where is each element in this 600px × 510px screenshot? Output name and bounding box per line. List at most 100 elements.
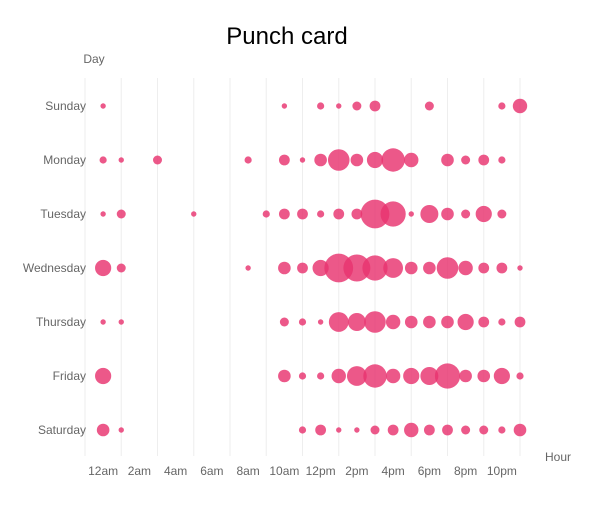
x-tick-label: 12pm — [306, 464, 336, 478]
bubble — [298, 372, 307, 380]
bubble — [478, 316, 490, 328]
bubble — [328, 312, 349, 332]
bubble — [369, 100, 381, 112]
bubble — [424, 101, 434, 111]
bubble — [364, 311, 386, 333]
x-tick-label: 10pm — [487, 464, 517, 478]
bubble — [317, 102, 325, 110]
bubble — [403, 367, 420, 385]
bubble — [441, 207, 454, 221]
bubble — [95, 367, 112, 385]
bubble — [423, 261, 436, 275]
bubble — [404, 152, 419, 168]
bubble — [317, 210, 325, 218]
bubble — [278, 208, 290, 220]
bubble — [513, 423, 527, 437]
bubble — [360, 199, 390, 229]
x-tick-label: 6am — [200, 464, 223, 478]
y-tick-label: Saturday — [38, 423, 86, 437]
bubble — [517, 265, 523, 271]
bubble — [343, 254, 371, 282]
bubble — [478, 262, 490, 274]
bubble — [278, 369, 291, 383]
bubble — [298, 426, 307, 434]
bubble — [351, 208, 363, 220]
bubble — [478, 154, 490, 166]
bubble — [347, 313, 366, 331]
bubble — [327, 149, 350, 171]
bubble — [497, 209, 507, 219]
bubble — [404, 261, 418, 275]
bubble — [479, 425, 489, 435]
bubble — [298, 318, 307, 326]
bubble — [404, 315, 418, 329]
bubble — [297, 262, 308, 274]
bubble — [461, 209, 471, 219]
bubble — [116, 209, 126, 219]
bubble — [278, 154, 290, 166]
bubble-series — [95, 98, 528, 438]
bubble — [459, 369, 472, 383]
bubble — [475, 205, 492, 223]
bubble — [496, 262, 508, 274]
y-tick-label: Sunday — [45, 99, 86, 113]
y-tick-label: Friday — [53, 369, 86, 383]
bubble — [314, 153, 327, 167]
bubble — [317, 372, 325, 380]
bubble — [387, 424, 399, 436]
chart-title: Punch card — [226, 23, 347, 50]
bubble — [498, 102, 506, 110]
bubble — [346, 366, 367, 386]
bubble — [336, 427, 342, 433]
bubble — [331, 368, 346, 384]
bubble — [100, 103, 106, 109]
y-tick-label: Wednesday — [23, 261, 86, 275]
x-tick-label: 6pm — [418, 464, 441, 478]
y-axis-labels: Saturday Friday Thursday Wednesday Tuesday Mo… — [23, 99, 86, 437]
bubble — [352, 101, 362, 111]
bubble — [441, 153, 454, 167]
bubble — [363, 364, 387, 388]
bubble — [333, 208, 345, 220]
x-tick-label: 4pm — [381, 464, 404, 478]
bubble — [312, 259, 329, 277]
bubble — [498, 318, 506, 326]
bubble — [385, 368, 401, 384]
bubble — [442, 424, 453, 436]
bubble — [420, 367, 439, 385]
bubble — [244, 156, 252, 164]
bubble — [96, 423, 110, 437]
bubble — [297, 208, 308, 220]
bubble — [281, 103, 288, 109]
bubble — [457, 313, 474, 331]
bubble — [262, 210, 270, 218]
bubble — [385, 314, 401, 330]
x-tick-label: 8pm — [454, 464, 477, 478]
bubble — [100, 319, 106, 325]
bubble — [350, 153, 364, 167]
x-axis-name: Hour — [545, 450, 571, 464]
x-tick-label: 10am — [269, 464, 299, 478]
bubble — [370, 425, 380, 435]
x-tick-label: 2am — [128, 464, 151, 478]
bubble — [245, 265, 251, 271]
bubble — [477, 369, 491, 383]
bubble — [423, 315, 436, 329]
bubble — [423, 424, 435, 436]
x-tick-label: 4am — [164, 464, 187, 478]
bubble — [100, 211, 106, 217]
bubble — [118, 427, 124, 433]
y-tick-label: Tuesday — [40, 207, 86, 221]
bubble — [315, 424, 327, 436]
bubble — [498, 156, 506, 164]
x-axis-labels: 12am 2am 4am 6am 8am 10am 12pm 2pm 4pm 6pm 8pm 10pm — [88, 464, 517, 478]
bubble — [366, 151, 384, 169]
bubble — [436, 257, 459, 279]
bubble — [299, 157, 306, 163]
bubble — [408, 211, 414, 217]
bubble — [434, 363, 461, 389]
bubble — [420, 205, 439, 223]
bubble — [493, 367, 510, 385]
bubble — [362, 255, 388, 281]
